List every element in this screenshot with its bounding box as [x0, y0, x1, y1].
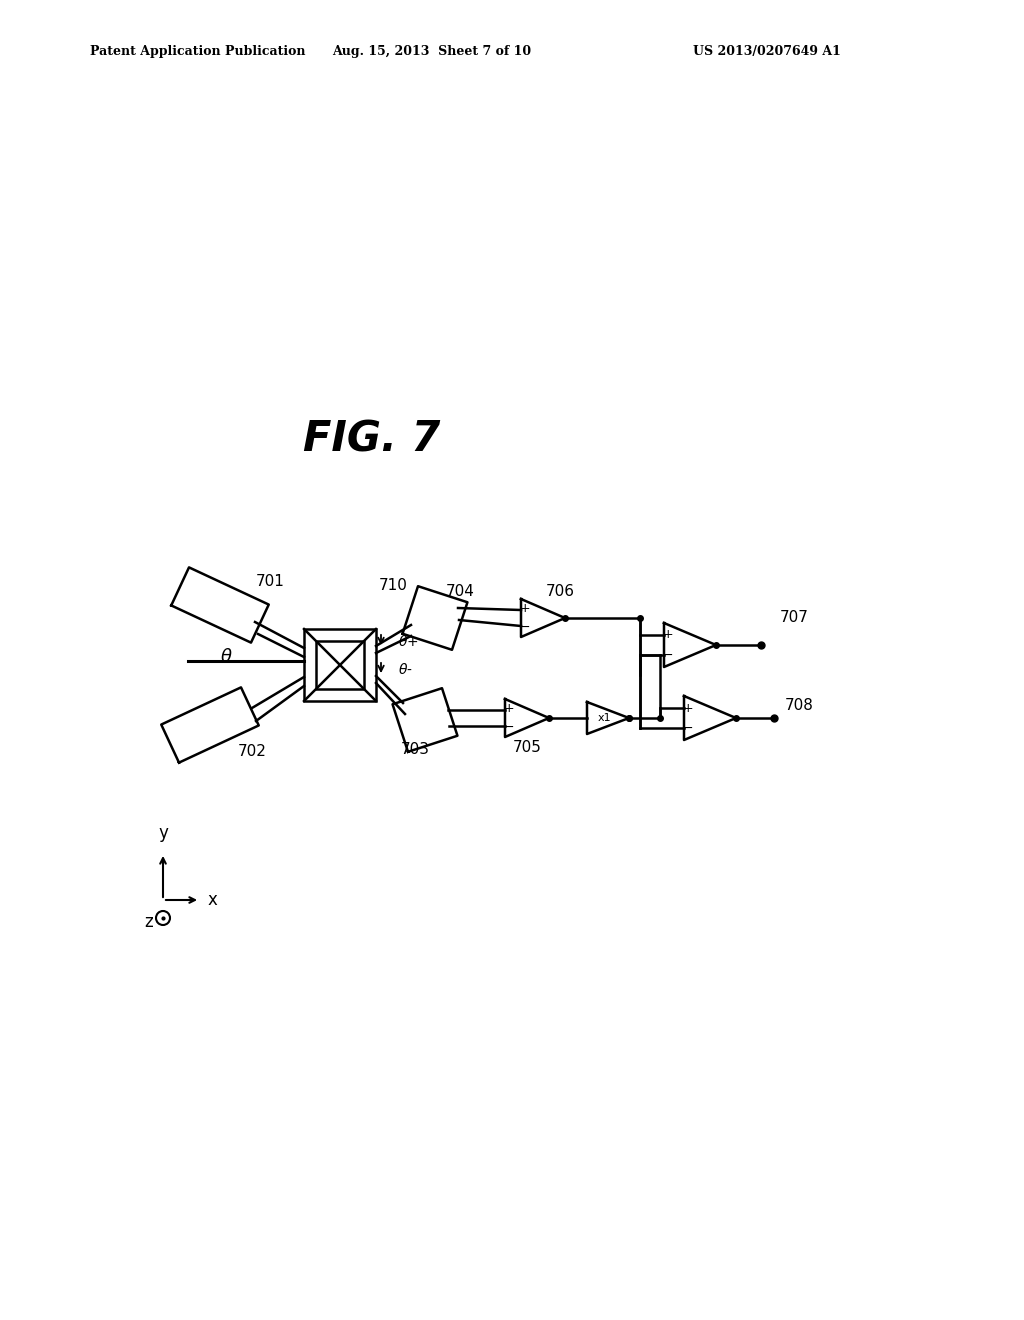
Text: 708: 708 — [785, 698, 814, 714]
Text: +: + — [683, 701, 693, 714]
Bar — [304, 630, 376, 701]
Text: 702: 702 — [238, 744, 266, 759]
Text: −: − — [663, 648, 673, 661]
Text: y: y — [158, 824, 168, 842]
Text: 706: 706 — [546, 585, 574, 599]
Text: −: − — [504, 721, 514, 734]
Text: 705: 705 — [513, 741, 542, 755]
Text: $\theta$: $\theta$ — [220, 648, 232, 667]
Text: US 2013/0207649 A1: US 2013/0207649 A1 — [693, 45, 841, 58]
Text: +: + — [663, 628, 674, 642]
Bar — [316, 642, 364, 689]
Text: z: z — [144, 913, 153, 931]
Text: +: + — [504, 702, 514, 715]
Text: 707: 707 — [780, 610, 809, 626]
Text: FIG. 7: FIG. 7 — [303, 418, 440, 461]
Text: −: − — [520, 620, 530, 634]
Text: $\theta$-: $\theta$- — [398, 663, 413, 677]
Text: 710: 710 — [379, 578, 408, 594]
Text: $\theta$+: $\theta$+ — [398, 635, 419, 649]
Text: x: x — [208, 891, 218, 909]
Text: 704: 704 — [445, 583, 474, 598]
Text: 701: 701 — [256, 574, 285, 590]
Text: −: − — [683, 722, 693, 734]
Text: 703: 703 — [400, 742, 429, 758]
Text: Aug. 15, 2013  Sheet 7 of 10: Aug. 15, 2013 Sheet 7 of 10 — [333, 45, 531, 58]
Text: x1: x1 — [597, 713, 610, 723]
Text: Patent Application Publication: Patent Application Publication — [90, 45, 305, 58]
Text: +: + — [520, 602, 530, 615]
